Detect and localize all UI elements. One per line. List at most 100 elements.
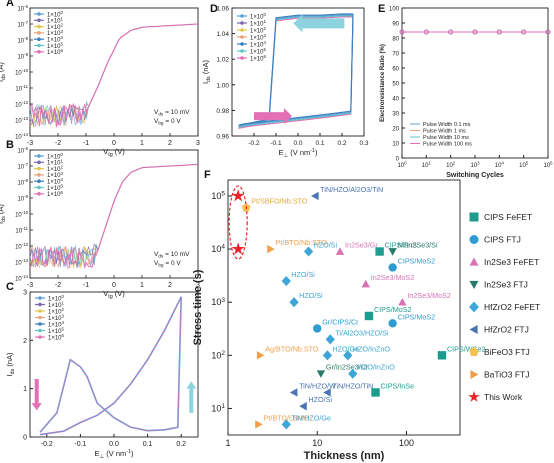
legend-marker <box>240 14 244 18</box>
arrow-head <box>186 381 197 389</box>
legend-marker <box>469 212 479 222</box>
legend-marker <box>37 18 41 23</box>
x-tick-label: -0.1 <box>74 441 86 448</box>
y-tick-label: 10-6​ <box>17 4 28 12</box>
y-tick-label: 105​ <box>211 191 225 201</box>
transfer-curve <box>29 163 199 270</box>
point-label: HZO/Ge <box>332 344 359 353</box>
hysteresis-curve <box>39 296 182 433</box>
x-tick-label: 0.3 <box>359 140 368 147</box>
data-point <box>364 311 374 321</box>
x-tick-label: 106​ <box>543 161 553 169</box>
legend-marker <box>37 154 41 158</box>
arrow-head <box>293 14 303 33</box>
legend-entry: 1×106​ <box>48 333 65 341</box>
point-label: Pt/BTO/Nb:STO <box>276 238 328 247</box>
hysteresis-curve <box>40 296 182 436</box>
x-tick-label: 101​ <box>422 161 432 169</box>
legend-entry: CIPS FeFET <box>484 212 532 222</box>
legend-marker <box>37 192 41 196</box>
legend-entry: This Work <box>484 392 523 402</box>
legend-marker <box>38 335 42 339</box>
point-label: Ni/In2Se3/Si <box>398 240 438 249</box>
legend-entry: HfZrO2 FeFET <box>484 302 540 312</box>
data-point <box>472 29 478 35</box>
y-tick-label: 0 <box>396 157 400 163</box>
data-point <box>322 350 333 361</box>
panel-letter: D <box>210 3 218 15</box>
data-point <box>388 319 397 328</box>
y-tick-label: 1.02 <box>216 57 229 64</box>
legend-entry: 1×106​ <box>47 190 64 198</box>
hysteresis-curve <box>238 14 354 127</box>
legend-entry: 1×102​ <box>48 307 65 315</box>
x-axis-label: E⊥​ (V nm-1​) <box>94 449 134 460</box>
x-tick-label: 0.1 <box>315 140 324 147</box>
legend-marker <box>469 347 479 357</box>
legend-marker <box>240 21 244 25</box>
arrow-right <box>254 112 284 121</box>
x-tick-label: -0.1 <box>270 140 282 147</box>
legend-entry: HfZrO2 FTJ <box>484 325 529 335</box>
x-tick-label: -0.2 <box>248 140 260 147</box>
panel-A: A -3 -2 -1 0 1 2 3 10-14​ 10-13​ 10-12​ 10-11​ 10-10… <box>0 0 200 158</box>
y-tick-label: 70 <box>392 52 399 58</box>
y-tick-label: 10-8​ <box>17 36 28 44</box>
data-point <box>316 370 326 378</box>
y-tick-label: 100 <box>389 7 400 13</box>
data-point <box>343 350 353 361</box>
point-label: CIPS/WSe2 <box>447 344 485 353</box>
legend-marker <box>240 35 244 39</box>
x-tick-label: -3 <box>27 140 33 147</box>
legend-marker <box>37 24 41 29</box>
legend-entry: 1×103​ <box>250 33 267 41</box>
y-tick-label: 0.98 <box>216 108 229 115</box>
legend-entry: Pulse Width 1 ms <box>423 129 466 135</box>
legend-entry: In2Se3 FTJ <box>484 280 528 290</box>
y-tick-label: 10-7​ <box>17 162 28 170</box>
hysteresis-curve <box>238 15 354 128</box>
point-label: TiN/HZO/W <box>299 381 336 390</box>
legend-entry: 1×106​ <box>250 54 267 62</box>
x-tick-label: 3 <box>196 282 200 289</box>
point-label: CIPS/MoS2 <box>398 312 436 321</box>
x-tick-label: 102​ <box>446 161 456 169</box>
point-label: HZO/Si <box>314 240 338 249</box>
legend-marker <box>468 390 480 402</box>
data-point <box>437 351 447 360</box>
legend-entry: In2Se3 FeFET <box>484 257 539 267</box>
data-point <box>423 29 429 35</box>
legend-entry: 1×100​ <box>47 152 64 160</box>
y-tick-label: 10-12​ <box>15 100 29 108</box>
y-tick-label: 10-12​ <box>15 242 29 250</box>
legend-entry: 1×100​ <box>250 12 267 20</box>
point-label: Gr/CIPS/Cr <box>322 317 359 326</box>
panel-E: E 100​ 101​ 102​ 103​ 104​ 105​ 106​ 0 10 20 30 40 50… <box>378 3 553 179</box>
point-label: TiN/HZO/Al2O3/TiN <box>320 185 383 194</box>
panel-letter: F <box>204 169 211 181</box>
panel-F: F 1 10 100 101​ 102​ 103​ 104​ 105​ Thickness (nm… <box>192 169 540 462</box>
legend-entry: 1×102​ <box>47 23 64 31</box>
data-point <box>313 324 322 333</box>
legend-marker <box>469 301 479 313</box>
y-tick-label: 102​ <box>211 350 225 360</box>
y-tick-label: 1.04 <box>216 31 229 38</box>
legend-entry: 1×100​ <box>48 294 65 302</box>
x-axis-label: Switching Cycles <box>446 172 504 179</box>
y-tick-label: 10-11​ <box>15 226 28 234</box>
y-tick-label: 10-9​ <box>17 194 28 202</box>
y-tick-label: 90 <box>392 22 399 28</box>
y-tick-label: 10-14​ <box>15 132 29 140</box>
data-point <box>325 334 335 345</box>
x-tick-label: 105​ <box>519 161 529 169</box>
x-tick-label: 3 <box>196 140 200 147</box>
point-label: CIPS/InSe <box>381 381 415 390</box>
legend-marker <box>37 166 41 171</box>
y-tick-label: 3 <box>23 290 27 297</box>
panel-D: D -0.2 -0.1 0.0 0.1 0.2 0.3 0.96 0.98 1.00 1.02 1.0… <box>201 3 369 159</box>
legend-entry: BiFeO3 FTJ <box>484 347 530 357</box>
data-point <box>303 246 314 257</box>
x-tick-label: -2 <box>55 282 61 289</box>
legend-marker <box>38 296 42 300</box>
point-label: In2Se3/MoS2 <box>371 273 415 282</box>
